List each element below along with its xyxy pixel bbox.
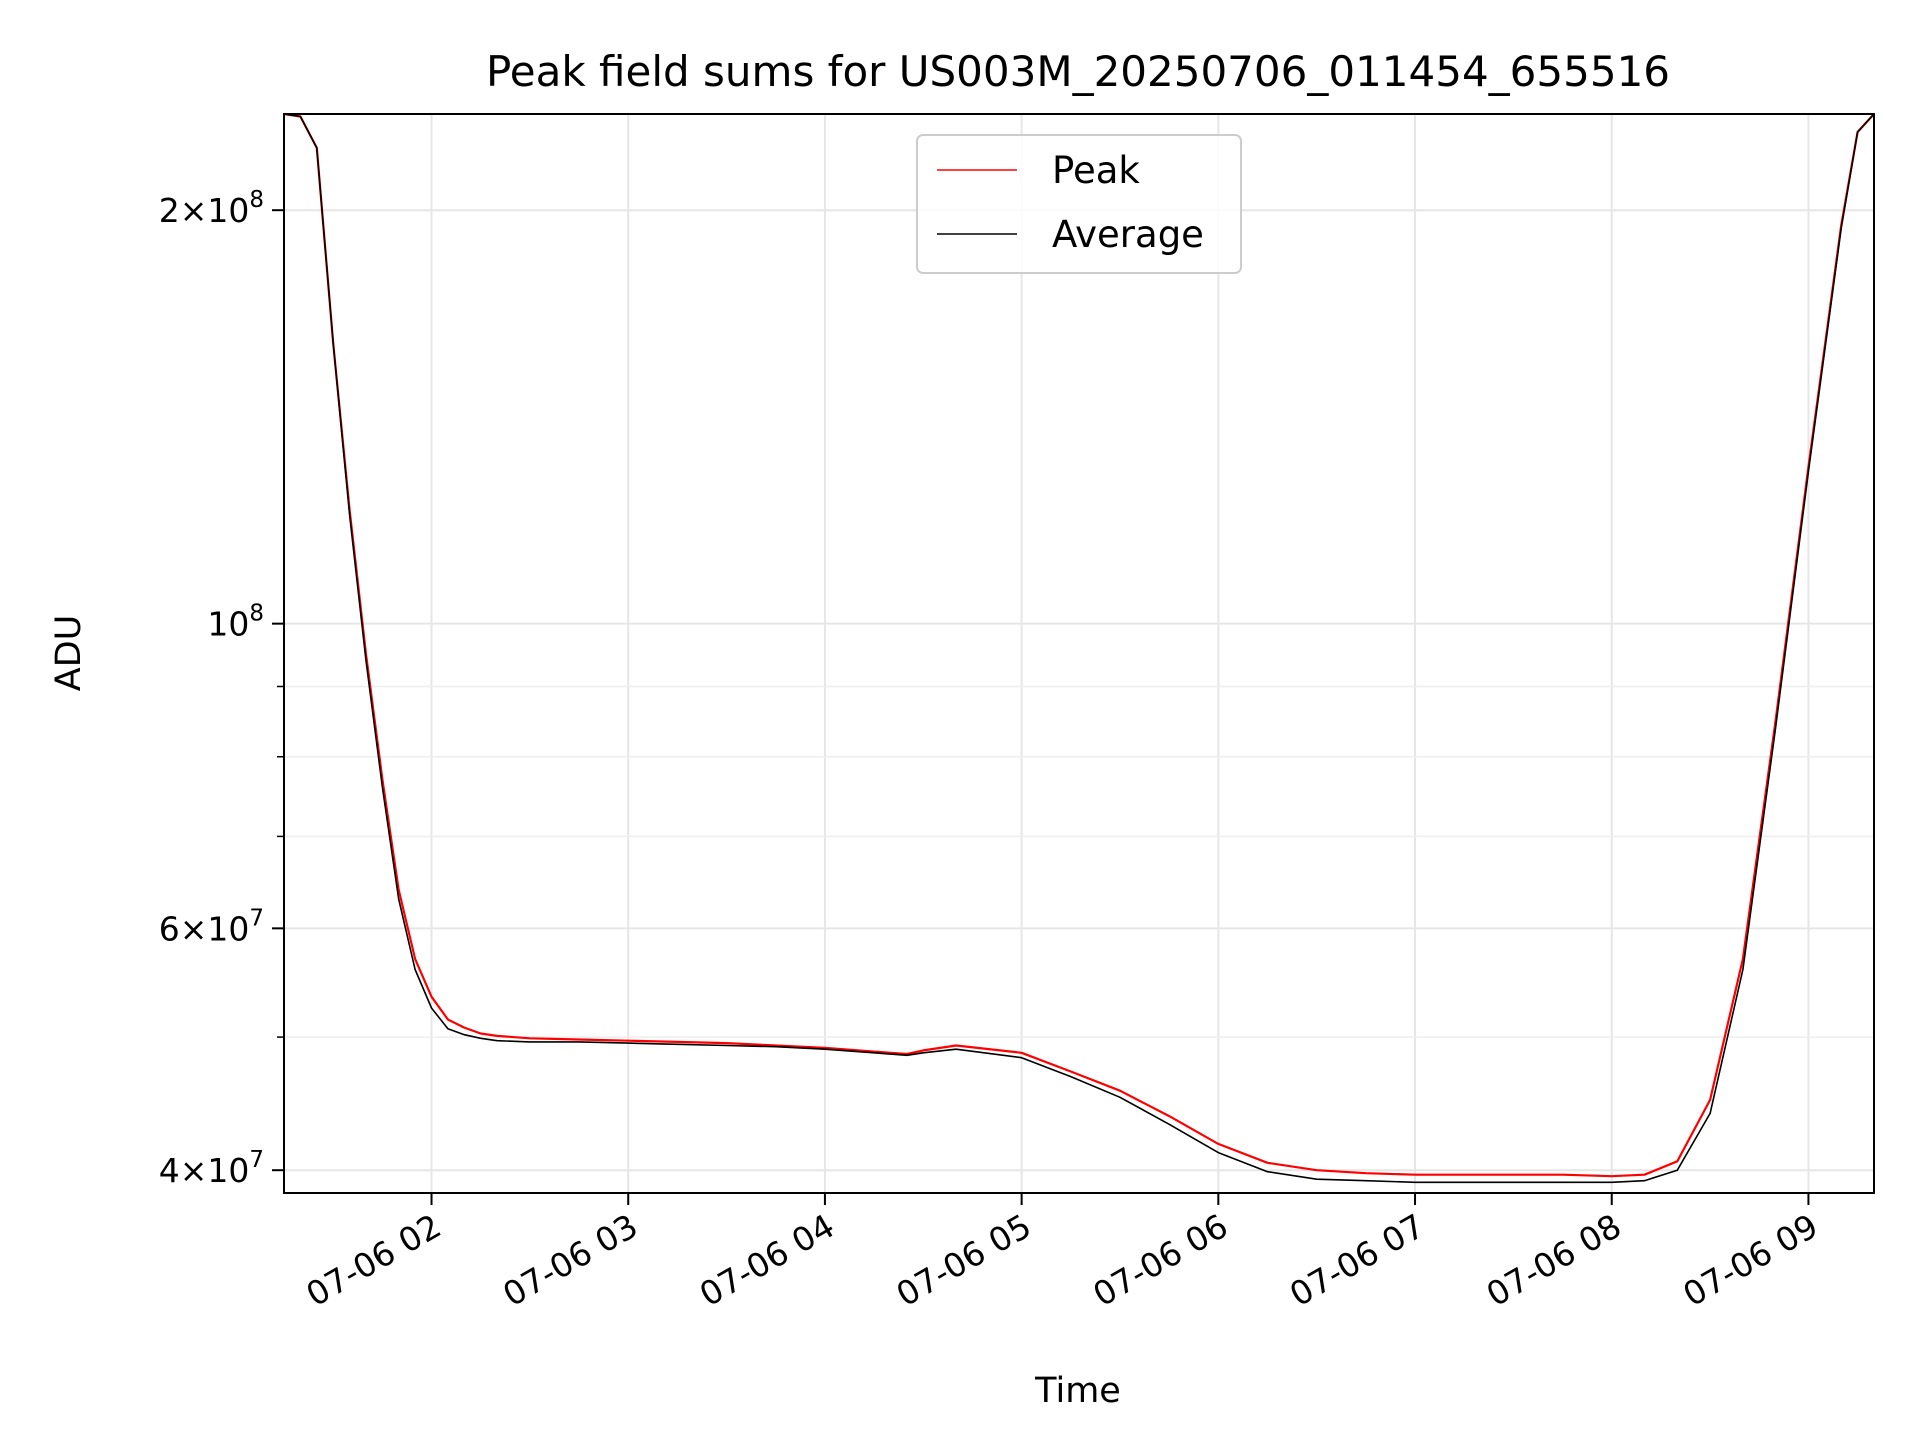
series-line-peak [283,112,1875,1178]
series-layer [283,112,1875,1184]
series-line-average [283,113,1875,1184]
y-axis-label: ADU [49,615,89,692]
y-tick-label: 6×107 [159,905,264,948]
y-tick-label: 4×107 [159,1147,264,1190]
chart-title: Peak field sums for US003M_20250706_0114… [486,47,1670,96]
legend-peak-label: Peak [1052,149,1140,192]
x-axis-label: Time [1034,1371,1121,1411]
legend-average-label: Average [1052,213,1204,256]
legend: Peak Average [916,134,1242,274]
y-tick-label: 2×108 [159,187,264,230]
plot-frame [283,113,1875,1194]
grid [284,114,1874,1193]
